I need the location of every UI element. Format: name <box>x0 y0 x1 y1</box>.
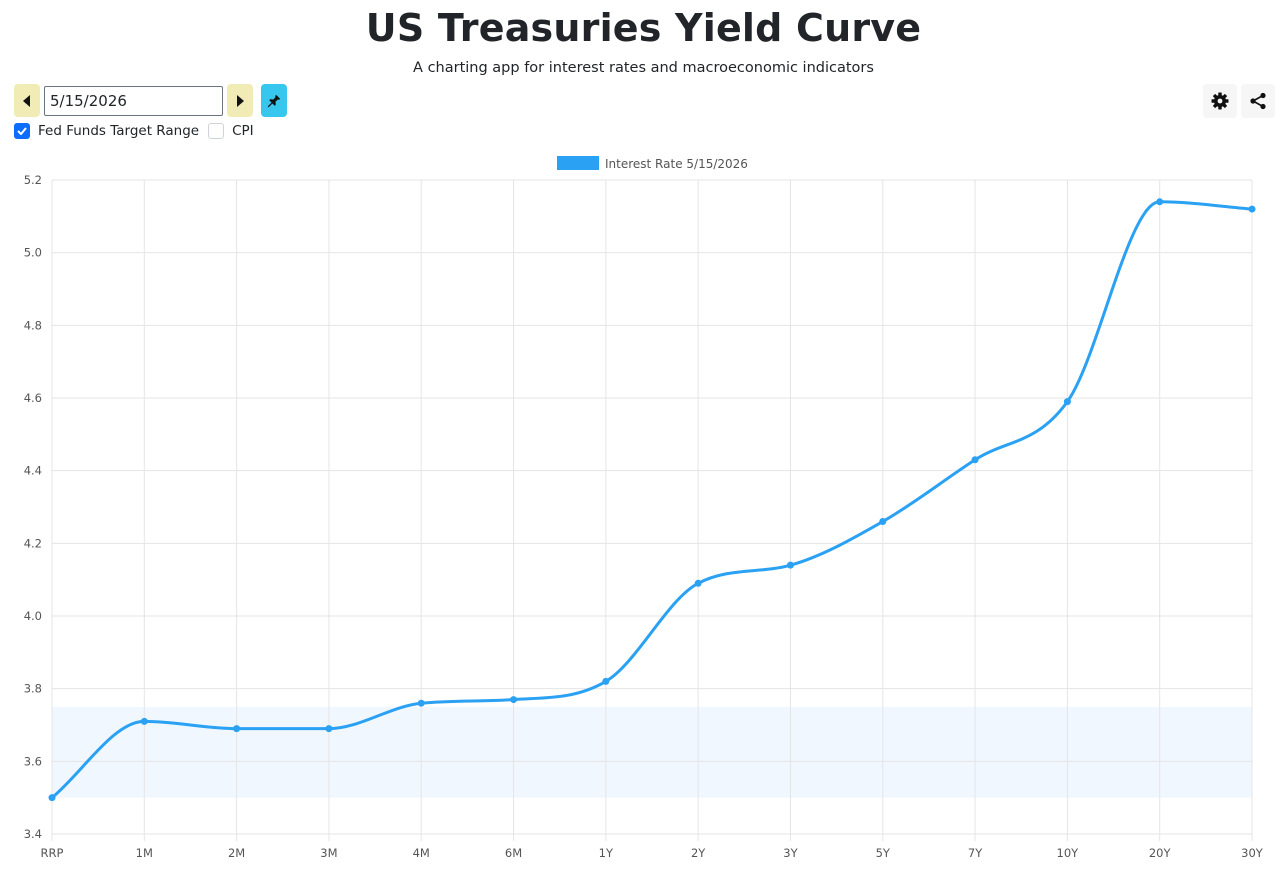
data-point <box>1063 398 1071 406</box>
settings-button[interactable] <box>1203 84 1237 118</box>
data-point <box>786 561 794 569</box>
x-tick-label: 20Y <box>1149 846 1172 860</box>
x-tick-label: 3M <box>320 846 337 860</box>
data-point <box>879 518 887 526</box>
chart-legend[interactable]: Interest Rate 5/15/2026 <box>557 156 748 171</box>
y-tick-label: 5.2 <box>24 173 42 187</box>
axis-layer: 3.4 3.6 3.8 4.0 4.2 4.4 4.6 4.8 5.0 5.2 RRP 1M 2M 3M 4… <box>24 173 1264 860</box>
series-line-layer <box>51 200 1253 799</box>
x-tick-label: 6M <box>505 846 522 860</box>
data-point <box>1248 205 1256 213</box>
fed-funds-checkbox[interactable] <box>14 123 30 139</box>
caret-left-icon <box>23 94 30 107</box>
previous-date-button[interactable] <box>14 84 40 117</box>
x-tick-label: 5Y <box>876 846 891 860</box>
y-tick-label: 4.6 <box>24 391 42 405</box>
share-icon <box>1250 92 1266 110</box>
fed-funds-band-layer <box>52 706 1252 798</box>
data-point <box>510 696 518 704</box>
data-point <box>1156 198 1164 206</box>
legend-swatch <box>557 156 599 170</box>
y-tick-label: 4.2 <box>24 536 42 550</box>
data-point <box>233 725 241 733</box>
x-tick-label: 2Y <box>691 846 706 860</box>
legend-label: Interest Rate 5/15/2026 <box>605 157 748 171</box>
y-tick-label: 4.8 <box>24 318 42 332</box>
check-icon <box>17 127 27 135</box>
data-point <box>48 794 56 802</box>
x-tick-label: 10Y <box>1057 846 1080 860</box>
data-point <box>694 579 702 587</box>
series-line <box>51 200 1253 799</box>
x-tick-label: 1M <box>136 846 153 860</box>
data-point <box>971 456 979 464</box>
cpi-checkbox[interactable] <box>208 123 225 139</box>
y-tick-label: 3.8 <box>24 682 42 696</box>
x-tick-label: 4M <box>413 846 430 860</box>
y-tick-label: 5.0 <box>24 246 42 260</box>
next-date-button[interactable] <box>227 84 253 117</box>
data-point <box>140 717 148 725</box>
series-point-layer <box>48 198 1256 802</box>
page-title: US Treasuries Yield Curve <box>365 6 922 50</box>
share-button[interactable] <box>1241 84 1275 118</box>
pin-button[interactable] <box>261 84 287 117</box>
x-tick-label: 30Y <box>1241 846 1264 860</box>
x-tick-label: RRP <box>41 846 64 860</box>
y-tick-label: 3.6 <box>24 754 42 768</box>
date-input[interactable] <box>44 86 223 116</box>
pin-icon <box>267 94 281 107</box>
cpi-label: CPI <box>232 123 254 139</box>
y-tick-label: 3.4 <box>24 827 42 841</box>
y-tick-label: 4.0 <box>24 609 42 623</box>
x-tick-label: 7Y <box>968 846 983 860</box>
caret-right-icon <box>237 94 244 107</box>
gear-icon <box>1211 92 1229 110</box>
fed-funds-label: Fed Funds Target Range <box>38 123 200 139</box>
data-point <box>602 677 610 685</box>
x-tick-label: 2M <box>228 846 245 860</box>
y-tick-label: 4.4 <box>24 464 42 478</box>
fed-funds-band <box>52 706 1252 798</box>
x-tick-label: 3Y <box>783 846 798 860</box>
data-point <box>417 699 425 707</box>
indicator-options: Fed Funds Target Range CPI <box>14 121 254 141</box>
x-tick-label: 1Y <box>599 846 614 860</box>
data-point <box>325 725 333 733</box>
page-subtitle: A charting app for interest rates and ma… <box>413 60 874 76</box>
